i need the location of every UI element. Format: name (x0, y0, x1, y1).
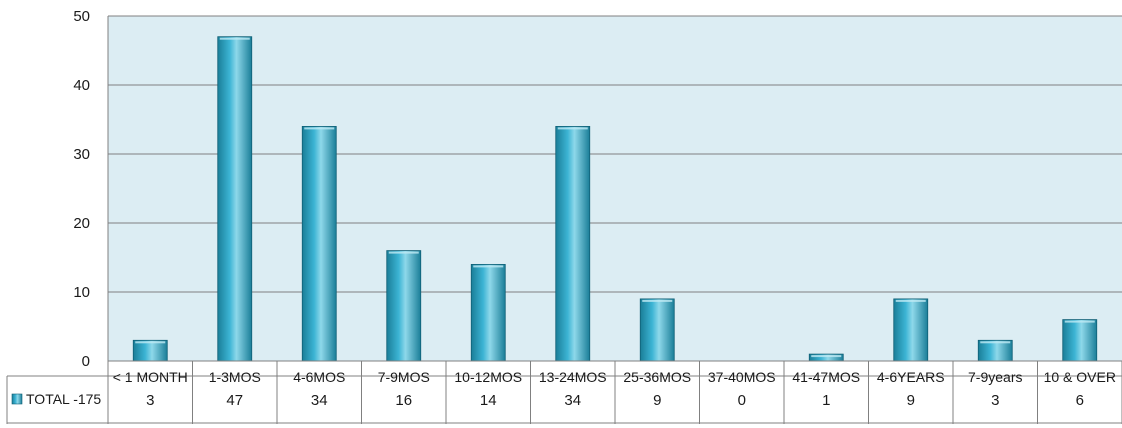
bar (1062, 319, 1098, 362)
bar (893, 298, 929, 362)
x-tick-label: 1-3MOS (209, 369, 261, 385)
x-tick-label: 25-36MOS (623, 369, 691, 385)
bar-highlight (642, 299, 673, 302)
legend-label: TOTAL -175 (26, 391, 101, 407)
y-tick-label: 50 (73, 8, 90, 25)
data-label: 9 (907, 392, 915, 409)
data-label: 14 (480, 392, 497, 409)
bar-highlight (811, 355, 842, 358)
bar (217, 36, 253, 362)
bar (386, 250, 422, 362)
x-tick-label: 4-6YEARS (877, 369, 945, 385)
bar-highlight (219, 37, 250, 40)
bar (639, 298, 675, 362)
bar-highlight (980, 341, 1011, 344)
bar-highlight (388, 251, 419, 254)
data-label: 34 (311, 392, 328, 409)
data-label: 3 (146, 392, 154, 409)
x-tick-label: 37-40MOS (708, 369, 776, 385)
data-label: 0 (738, 392, 746, 409)
data-label: 9 (653, 392, 661, 409)
x-tick-label: 10 & OVER (1044, 369, 1116, 385)
data-label: 47 (226, 392, 243, 409)
y-tick-label: 40 (73, 77, 90, 94)
y-tick-label: 10 (73, 284, 90, 301)
bar (470, 263, 506, 362)
bar-highlight (557, 127, 588, 130)
x-tick-label: 10-12MOS (454, 369, 522, 385)
bar-highlight (473, 265, 504, 268)
data-label: 3 (991, 392, 999, 409)
x-tick-label: < 1 MONTH (113, 369, 188, 385)
y-tick-label: 30 (73, 146, 90, 163)
data-label: 34 (564, 392, 581, 409)
y-tick-label: 0 (82, 353, 90, 370)
x-tick-label: 7-9years (968, 369, 1022, 385)
bar (301, 126, 337, 362)
x-tick-label: 4-6MOS (293, 369, 345, 385)
bar (555, 126, 591, 362)
bar-highlight (304, 127, 335, 130)
bar-highlight (135, 341, 166, 344)
bar-highlight (1064, 320, 1095, 323)
data-label: 6 (1076, 392, 1084, 409)
x-tick-label: 7-9MOS (378, 369, 430, 385)
x-tick-label: 41-47MOS (792, 369, 860, 385)
plot-area (108, 16, 1122, 361)
bar-highlight (895, 299, 926, 302)
data-label: 1 (822, 392, 830, 409)
bar (977, 339, 1013, 362)
x-tick-label: 13-24MOS (539, 369, 607, 385)
y-tick-label: 20 (73, 215, 90, 232)
data-label: 16 (395, 392, 412, 409)
bar (132, 339, 168, 362)
legend-swatch (11, 393, 23, 405)
